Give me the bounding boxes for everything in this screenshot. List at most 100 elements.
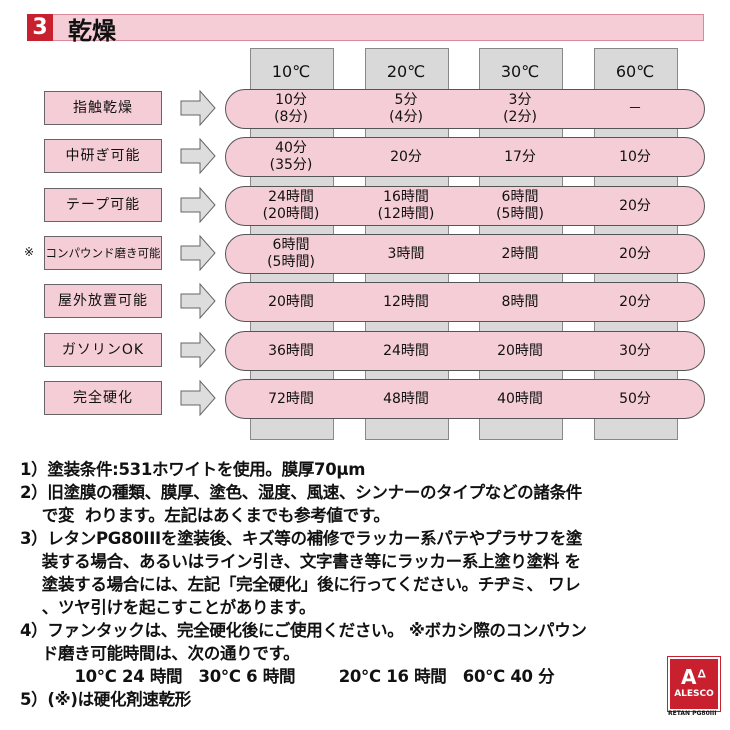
- value-line: (35分): [269, 157, 313, 173]
- column-header: 60℃: [615, 62, 655, 81]
- value-line: 40時間: [497, 390, 543, 407]
- arrow-right-icon: [180, 379, 216, 417]
- notes: 1）塗装条件:531ホワイトを使用。膜厚70μm 2）旧塗膜の種類、膜厚、塗色、湿…: [20, 458, 587, 711]
- time-value: 40分 (35分): [236, 137, 346, 177]
- arrow-right-icon: [180, 137, 216, 175]
- row-pill: [225, 282, 705, 322]
- product-name: RETAN PG80III: [668, 710, 717, 717]
- value-line: 6時間: [272, 237, 310, 253]
- alesco-logo: Aᐞ ALESCO: [667, 656, 721, 712]
- row-label: 屋外放置可能: [44, 284, 162, 318]
- note-line: で変 わります。左記はあくまでも参考値です。: [20, 506, 390, 525]
- time-value: 20時間: [465, 331, 575, 371]
- section-title-bar: [27, 14, 704, 41]
- note-line: 4）ファンタックは、完全硬化後にご使用ください。 ※ボカシ際のコンパウン: [20, 621, 587, 640]
- note-line: 5）(※)は硬化剤速乾形: [20, 690, 192, 709]
- row-label: コンパウンド磨き可能: [44, 236, 162, 270]
- time-value: －: [580, 89, 690, 129]
- arrow-right-icon: [180, 186, 216, 224]
- value-line: 30分: [619, 342, 651, 359]
- value-line: 8時間: [501, 293, 539, 310]
- time-value: 10分: [580, 137, 690, 177]
- row-pill: [225, 234, 705, 274]
- row-label: 中研ぎ可能: [44, 139, 162, 173]
- note-line: 10°C 24 時間 30°C 6 時間 20°C 16 時間 60°C 40 …: [20, 667, 555, 686]
- section-title: 乾燥: [68, 17, 116, 45]
- time-value: 17分: [465, 137, 575, 177]
- time-value: 20分: [351, 137, 461, 177]
- value-line: 20分: [619, 245, 651, 262]
- value-line: 20分: [619, 293, 651, 310]
- value-line: 5分: [394, 92, 418, 108]
- section-number: 3: [27, 14, 53, 41]
- value-line: 20分: [390, 148, 422, 165]
- time-value: 12時間: [351, 282, 461, 322]
- row-pill: [225, 137, 705, 177]
- column-header: 20℃: [386, 62, 426, 81]
- note-line: 2）旧塗膜の種類、膜厚、塗色、湿度、風速、シンナーのタイプなどの諸条件: [20, 483, 582, 502]
- note-line: 、ツヤ引けを起こすことがあります。: [20, 598, 316, 617]
- time-value: 48時間: [351, 379, 461, 419]
- note-line: 1）塗装条件:531ホワイトを使用。膜厚70μm: [20, 460, 366, 479]
- value-line: 10分: [619, 148, 651, 165]
- value-line: (5時間): [496, 206, 544, 222]
- value-line: 40分: [275, 140, 307, 156]
- value-line: 20分: [619, 197, 651, 214]
- value-line: 48時間: [383, 390, 429, 407]
- value-line: 16時間: [383, 189, 429, 205]
- value-line: 24時間: [268, 189, 314, 205]
- row-label: テープ可能: [44, 188, 162, 222]
- row-pill: [225, 331, 705, 371]
- time-value: 6時間 (5時間): [465, 186, 575, 226]
- logo-name: ALESCO: [674, 689, 714, 699]
- value-line: 72時間: [268, 390, 314, 407]
- value-line: 2時間: [501, 245, 539, 262]
- time-value: 5分 (4分): [351, 89, 461, 129]
- value-line: －: [628, 100, 642, 117]
- value-line: 36時間: [268, 342, 314, 359]
- row-pill: [225, 89, 705, 129]
- arrow-right-icon: [180, 234, 216, 272]
- time-value: 3分 (2分): [465, 89, 575, 129]
- arrow-right-icon: [180, 331, 216, 369]
- time-value: 16時間 (12時間): [351, 186, 461, 226]
- row-label: 完全硬化: [44, 381, 162, 415]
- time-value: 20分: [580, 234, 690, 274]
- time-value: 6時間 (5時間): [236, 234, 346, 274]
- value-line: (4分): [389, 109, 423, 125]
- time-value: 10分 (8分): [236, 89, 346, 129]
- time-value: 3時間: [351, 234, 461, 274]
- time-value: 20分: [580, 282, 690, 322]
- row-label: 指触乾燥: [44, 91, 162, 125]
- time-value: 36時間: [236, 331, 346, 371]
- arrow-right-icon: [180, 282, 216, 320]
- time-value: 30分: [580, 331, 690, 371]
- time-value: 24時間: [351, 331, 461, 371]
- note-line: 3）レタンPG80IIIを塗装後、キズ等の補修でラッカー系パテやプラサフを塗: [20, 529, 583, 548]
- value-line: 3時間: [387, 245, 425, 262]
- time-value: 24時間 (20時間): [236, 186, 346, 226]
- time-value: 8時間: [465, 282, 575, 322]
- time-value: 72時間: [236, 379, 346, 419]
- note-line: 塗装する場合には、左記「完全硬化」後に行ってください。チヂミ、 ワレ: [20, 575, 581, 594]
- value-line: 24時間: [383, 342, 429, 359]
- value-line: 12時間: [383, 293, 429, 310]
- time-value: 2時間: [465, 234, 575, 274]
- time-value: 40時間: [465, 379, 575, 419]
- column-header: 30℃: [500, 62, 540, 81]
- column-header: 10℃: [271, 62, 311, 81]
- value-line: (20時間): [262, 206, 320, 222]
- value-line: (8分): [274, 109, 308, 125]
- value-line: 3分: [508, 92, 532, 108]
- time-value: 50分: [580, 379, 690, 419]
- value-line: 10分: [275, 92, 307, 108]
- note-mark: ※: [24, 245, 35, 259]
- value-line: 50分: [619, 390, 651, 407]
- value-line: (12時間): [377, 206, 435, 222]
- note-line: ド磨き可能時間は、次の通りです。: [20, 644, 300, 663]
- value-line: 17分: [504, 148, 536, 165]
- arrow-right-icon: [180, 89, 216, 127]
- value-line: 6時間: [501, 189, 539, 205]
- time-value: 20分: [580, 186, 690, 226]
- note-line: 装する場合、あるいはライン引き、文字書き等にラッカー系上塗り塗料 を: [20, 552, 581, 571]
